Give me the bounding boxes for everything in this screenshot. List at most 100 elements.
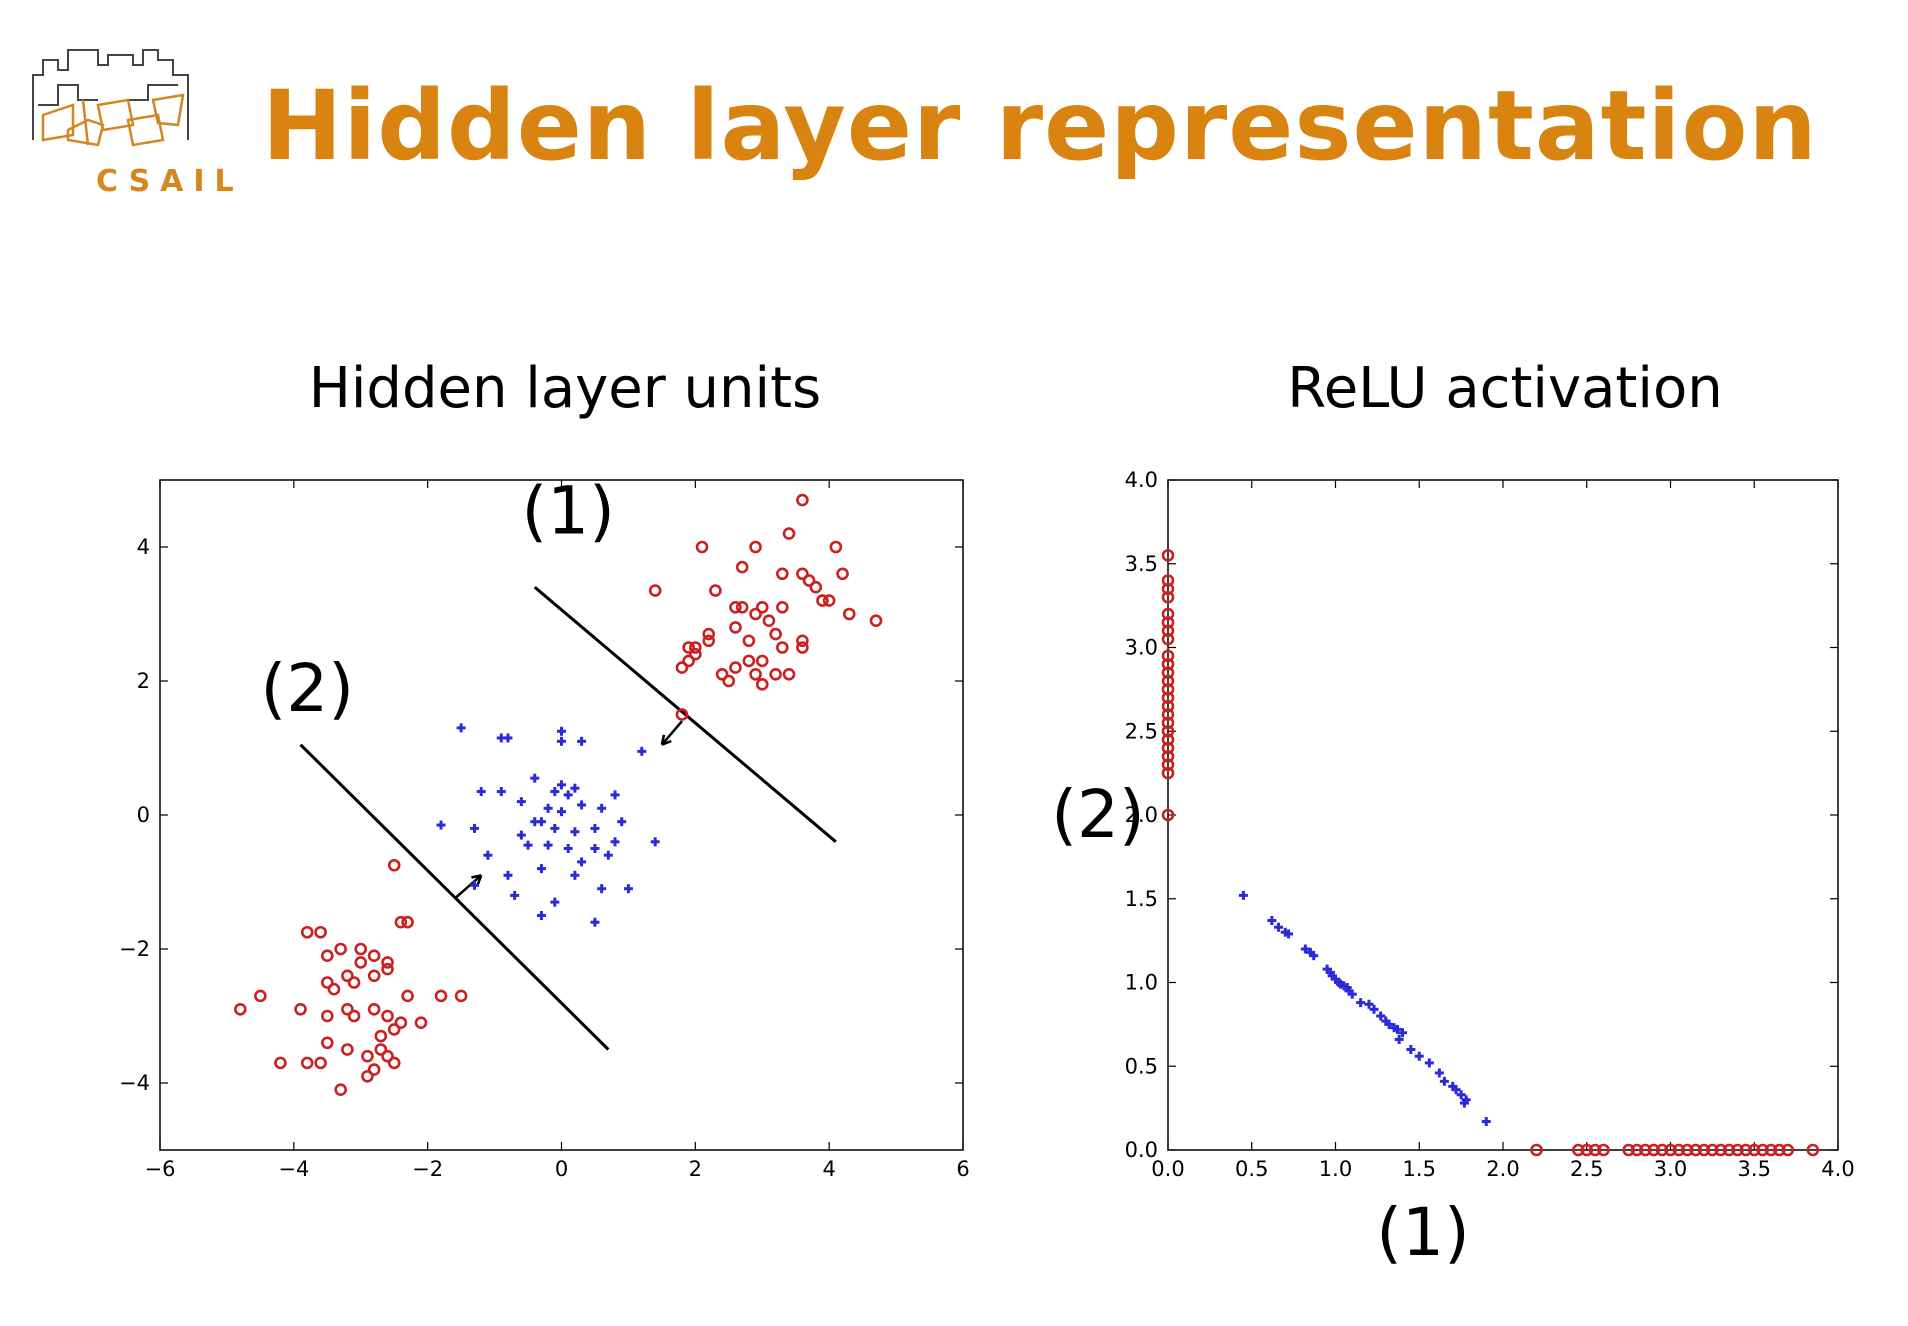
left-point-circle bbox=[334, 942, 347, 956]
left-point-circle bbox=[387, 858, 401, 872]
left-point-plus bbox=[590, 823, 600, 833]
left-point-circle bbox=[300, 1056, 314, 1070]
left-normal-arrow-1-head bbox=[660, 734, 666, 745]
left-point-circle bbox=[842, 607, 856, 621]
left-point-circle bbox=[367, 969, 381, 983]
left-point-circle bbox=[320, 1009, 334, 1023]
right-point-plus bbox=[1364, 999, 1374, 1009]
left-point-circle bbox=[782, 527, 796, 540]
right-point-plus bbox=[1439, 1076, 1449, 1086]
left-point-circle bbox=[334, 1083, 347, 1096]
csail-logo-icon bbox=[32, 49, 189, 147]
right-point-circle bbox=[1697, 1143, 1711, 1157]
left-point-circle bbox=[381, 962, 394, 976]
right-point-circle bbox=[1161, 699, 1175, 713]
right-plot-frame bbox=[1167, 479, 1839, 1151]
right-point-circle bbox=[1530, 1143, 1543, 1157]
left-point-circle bbox=[254, 989, 267, 1003]
right-point-plus bbox=[1434, 1068, 1444, 1078]
right-ytick-label: 3.0 bbox=[1125, 636, 1158, 660]
left-point-plus bbox=[610, 837, 620, 847]
left-point-circle bbox=[742, 654, 756, 668]
left-point-circle bbox=[735, 600, 749, 614]
left-ytick-label: 2 bbox=[137, 669, 150, 693]
left-point-circle bbox=[702, 634, 716, 648]
left-point-circle bbox=[769, 667, 782, 681]
left-point-plus bbox=[543, 803, 553, 813]
left-point-circle bbox=[387, 1056, 401, 1070]
left-point-circle bbox=[354, 942, 368, 956]
logo-text: CSAIL bbox=[96, 164, 244, 199]
left-normal-arrow-2-head bbox=[476, 874, 483, 886]
right-point-circle bbox=[1161, 691, 1175, 705]
right-point-circle bbox=[1714, 1143, 1728, 1157]
left-point-circle bbox=[722, 674, 736, 688]
left-separator-1 bbox=[533, 586, 837, 843]
left-point-plus bbox=[623, 884, 633, 894]
left-point-plus bbox=[470, 880, 480, 890]
left-normal-arrow-2 bbox=[453, 874, 483, 900]
left-point-plus bbox=[590, 917, 600, 927]
left-point-circle bbox=[300, 925, 314, 939]
left-point-plus bbox=[470, 823, 480, 833]
left-annotation-1: (1) bbox=[521, 473, 615, 550]
left-point-circle bbox=[796, 634, 809, 648]
right-xlabel: (1) bbox=[1376, 1194, 1470, 1271]
right-point-circle bbox=[1739, 1143, 1753, 1157]
left-point-plus bbox=[530, 773, 540, 783]
right-point-circle bbox=[1161, 549, 1175, 562]
right-point-plus bbox=[1238, 890, 1248, 900]
left-point-circle bbox=[648, 584, 662, 597]
right-ytick-label: 4.0 bbox=[1125, 468, 1158, 492]
left-point-plus bbox=[577, 800, 587, 810]
right-point-circle bbox=[1806, 1143, 1820, 1157]
left-point-plus bbox=[557, 780, 566, 790]
left-point-circle bbox=[816, 594, 829, 607]
left-ytick-label: 4 bbox=[137, 535, 150, 559]
right-point-plus bbox=[1274, 922, 1284, 932]
right-xtick-label: 0.0 bbox=[1151, 1157, 1184, 1181]
right-point-plus bbox=[1356, 998, 1366, 1008]
left-xtick-label: 6 bbox=[956, 1157, 969, 1181]
left-point-plus bbox=[610, 790, 620, 800]
left-point-plus bbox=[650, 837, 660, 847]
right-xtick-label: 3.0 bbox=[1654, 1157, 1687, 1181]
left-point-circle bbox=[234, 1002, 247, 1016]
left-point-circle bbox=[367, 1002, 381, 1016]
left-point-circle bbox=[320, 949, 334, 963]
right-point-plus bbox=[1398, 1028, 1407, 1038]
left-separator-2 bbox=[299, 743, 610, 1051]
left-point-circle bbox=[735, 560, 749, 574]
left-point-circle bbox=[401, 989, 414, 1003]
left-point-circle bbox=[327, 982, 341, 996]
right-point-circle bbox=[1161, 766, 1175, 780]
right-point-circle bbox=[1639, 1143, 1652, 1157]
right-point-plus bbox=[1376, 1011, 1386, 1021]
right-point-circle bbox=[1161, 616, 1175, 629]
left-point-plus bbox=[436, 820, 446, 830]
left-point-circle bbox=[709, 584, 722, 597]
left-point-plus bbox=[516, 830, 526, 840]
left-point-circle bbox=[796, 641, 809, 654]
right-point-circle bbox=[1630, 1143, 1644, 1157]
right-point-plus bbox=[1309, 951, 1319, 961]
left-point-circle bbox=[320, 1036, 334, 1050]
left-point-plus bbox=[570, 783, 580, 793]
left-point-plus bbox=[557, 726, 566, 736]
left-ytick-label: −2 bbox=[119, 937, 150, 961]
right-point-circle bbox=[1622, 1143, 1635, 1157]
right-point-circle bbox=[1664, 1143, 1677, 1157]
right-xtick-label: 3.5 bbox=[1738, 1157, 1771, 1181]
left-point-circle bbox=[401, 915, 414, 929]
left-point-circle bbox=[675, 661, 689, 674]
left-point-plus bbox=[617, 817, 627, 827]
left-point-circle bbox=[715, 667, 729, 681]
left-point-plus bbox=[550, 823, 560, 833]
right-ytick-label: 2.0 bbox=[1125, 803, 1158, 827]
left-point-circle bbox=[776, 600, 789, 614]
left-point-plus bbox=[476, 787, 486, 797]
left-point-circle bbox=[796, 493, 809, 507]
left-point-circle bbox=[769, 627, 782, 641]
left-xtick-label: 4 bbox=[822, 1157, 835, 1181]
